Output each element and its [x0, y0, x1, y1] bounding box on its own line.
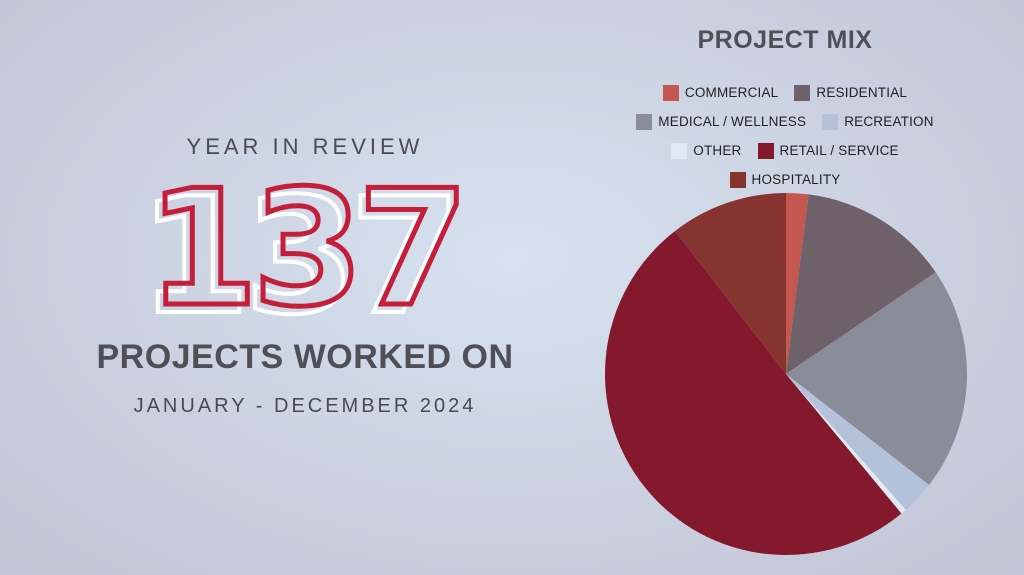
pie-slice-medical-wellness — [786, 272, 968, 485]
legend-item: RESIDENTIAL — [794, 84, 908, 101]
legend-item: HOSPITALITY — [729, 171, 841, 188]
legend-swatch — [662, 84, 679, 101]
legend-item: COMMERCIAL — [662, 84, 779, 101]
legend-row: OTHER RETAIL / SERVICE — [600, 136, 970, 165]
pie-slice-residential — [786, 194, 936, 374]
legend-item: RETAIL / SERVICE — [757, 142, 899, 159]
summary-panel: YEAR IN REVIEW 137 137 PROJECTS WORKED O… — [60, 120, 550, 418]
legend-swatch — [636, 113, 653, 130]
legend-label: RESIDENTIAL — [816, 85, 908, 100]
legend-item: OTHER — [671, 142, 742, 159]
eyebrow-text: YEAR IN REVIEW — [186, 134, 424, 159]
chart-legend: COMMERCIAL RESIDENTIAL MEDICAL / WELLNESS R… — [600, 78, 970, 194]
legend-label: RETAIL / SERVICE — [779, 143, 899, 158]
big-number-shadow: 137 — [137, 163, 463, 350]
legend-label: COMMERCIAL — [684, 85, 779, 100]
legend-label: RECREATION — [844, 114, 934, 129]
legend-swatch — [757, 142, 774, 159]
legend-label: MEDICAL / WELLNESS — [658, 114, 807, 129]
date-range: JANUARY - DECEMBER 2024 — [133, 395, 477, 417]
big-number: 137 137 — [60, 155, 550, 344]
legend-item: MEDICAL / WELLNESS — [636, 113, 807, 130]
pie-slice-other — [786, 374, 906, 514]
legend-label: HOSPITALITY — [751, 172, 841, 187]
legend-swatch — [794, 84, 811, 101]
legend-row: MEDICAL / WELLNESS RECREATION — [600, 107, 970, 136]
pie-slice-recreation — [786, 374, 930, 510]
pie-slice-retail-service — [604, 230, 902, 556]
legend-swatch — [729, 171, 746, 188]
legend-row: COMMERCIAL RESIDENTIAL — [600, 78, 970, 107]
legend-swatch — [822, 113, 839, 130]
pie-slice-hospitality — [675, 193, 786, 374]
legend-row: HOSPITALITY — [600, 165, 970, 194]
headline: PROJECTS WORKED ON — [96, 338, 514, 376]
legend-swatch — [671, 142, 688, 159]
chart-title: PROJECT MIX — [697, 26, 873, 54]
big-number-value: 137 — [145, 155, 472, 342]
legend-label: OTHER — [693, 143, 742, 158]
legend-item: RECREATION — [822, 113, 934, 130]
pie-slice-commercial — [786, 193, 809, 374]
